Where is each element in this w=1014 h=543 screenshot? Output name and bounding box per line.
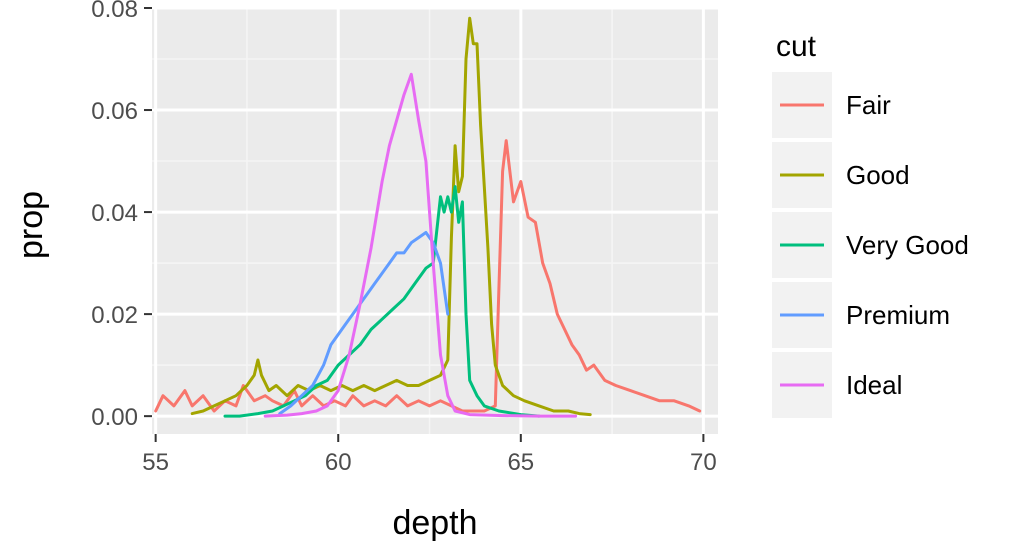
legend-label-ideal: Ideal: [846, 370, 902, 400]
x-tick-label: 60: [325, 449, 352, 476]
series-line-fair: [154, 139, 702, 413]
minor-gridlines: [152, 8, 718, 434]
y-tick-label: 0.00: [91, 404, 138, 431]
series-lines: [154, 16, 702, 418]
x-tick-label: 70: [690, 449, 717, 476]
legend: cut Fair Good Very Good Premium Ideal: [772, 30, 969, 418]
series-line-premium: [278, 231, 450, 416]
y-tick-label: 0.06: [91, 98, 138, 125]
y-axis-title: prop: [12, 191, 50, 259]
panel-background: [152, 8, 718, 434]
axis-ticks: [144, 7, 705, 442]
legend-label-very-good: Very Good: [846, 230, 969, 260]
series-line-good: [190, 16, 592, 417]
x-axis-title: depth: [392, 504, 477, 542]
legend-title: cut: [776, 30, 817, 63]
x-tick-label: 55: [142, 449, 169, 476]
y-tick-label: 0.08: [91, 0, 138, 23]
series-line-ideal: [263, 72, 578, 418]
y-tick-label: 0.02: [91, 302, 138, 329]
y-tick-label: 0.04: [91, 200, 138, 227]
legend-label-fair: Fair: [846, 90, 891, 120]
x-tick-label: 65: [507, 449, 534, 476]
axis-tick-labels: 55 60 65 70 0.00 0.02 0.04 0.06 0.08: [91, 0, 716, 476]
legend-label-premium: Premium: [846, 300, 950, 330]
legend-label-good: Good: [846, 160, 910, 190]
